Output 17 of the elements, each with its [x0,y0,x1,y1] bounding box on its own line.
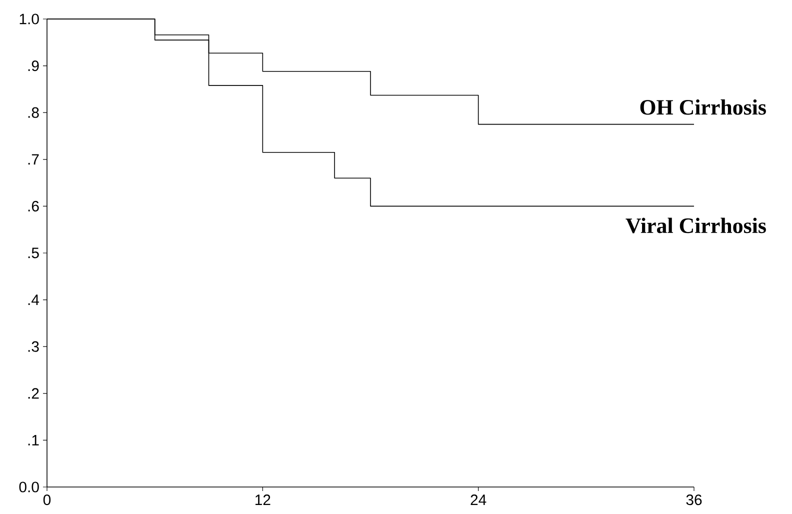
y-tick-label: .3 [28,341,39,352]
x-tick-label: 24 [470,494,486,505]
y-tick-label: 0.0 [19,482,39,492]
x-tick-label: 12 [256,494,270,505]
y-tick-label: .2 [28,388,39,399]
y-tick-label: 1.0 [20,14,39,24]
y-tick-label: .1 [28,435,39,446]
y-tick-label: .9 [28,60,39,72]
series-label: OH Cirrhosis [640,99,766,115]
y-tick-label: .8 [28,107,39,118]
x-tick-label: 0 [43,494,51,506]
y-tick-label: .5 [28,248,39,258]
y-tick-label: .7 [28,154,39,165]
series-label: Viral Cirrhosis [626,218,766,234]
y-tick-label: .4 [28,294,40,305]
y-tick-label: .6 [28,200,39,212]
x-tick-label: 36 [686,494,702,506]
